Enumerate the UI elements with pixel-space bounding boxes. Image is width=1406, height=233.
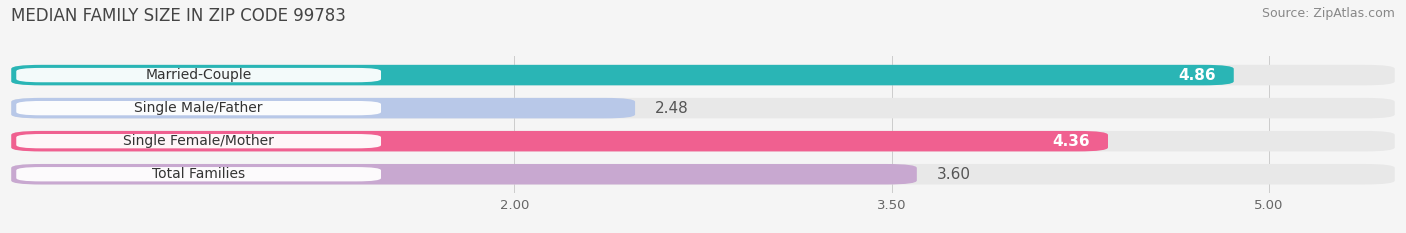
FancyBboxPatch shape	[11, 131, 1395, 151]
FancyBboxPatch shape	[11, 65, 1395, 85]
FancyBboxPatch shape	[11, 164, 917, 185]
FancyBboxPatch shape	[17, 68, 381, 82]
FancyBboxPatch shape	[17, 134, 381, 148]
Text: Married-Couple: Married-Couple	[146, 68, 252, 82]
Text: Single Female/Mother: Single Female/Mother	[124, 134, 274, 148]
Text: Total Families: Total Families	[152, 167, 245, 181]
FancyBboxPatch shape	[17, 101, 381, 115]
FancyBboxPatch shape	[17, 167, 381, 182]
Text: 3.60: 3.60	[936, 167, 972, 182]
Text: MEDIAN FAMILY SIZE IN ZIP CODE 99783: MEDIAN FAMILY SIZE IN ZIP CODE 99783	[11, 7, 346, 25]
FancyBboxPatch shape	[11, 131, 1108, 151]
Text: 4.36: 4.36	[1053, 134, 1091, 149]
FancyBboxPatch shape	[11, 164, 1395, 185]
Text: Single Male/Father: Single Male/Father	[135, 101, 263, 115]
FancyBboxPatch shape	[11, 65, 1233, 85]
Text: 4.86: 4.86	[1178, 68, 1216, 82]
FancyBboxPatch shape	[11, 98, 636, 118]
Text: Source: ZipAtlas.com: Source: ZipAtlas.com	[1261, 7, 1395, 20]
Text: 2.48: 2.48	[655, 101, 689, 116]
FancyBboxPatch shape	[11, 98, 1395, 118]
